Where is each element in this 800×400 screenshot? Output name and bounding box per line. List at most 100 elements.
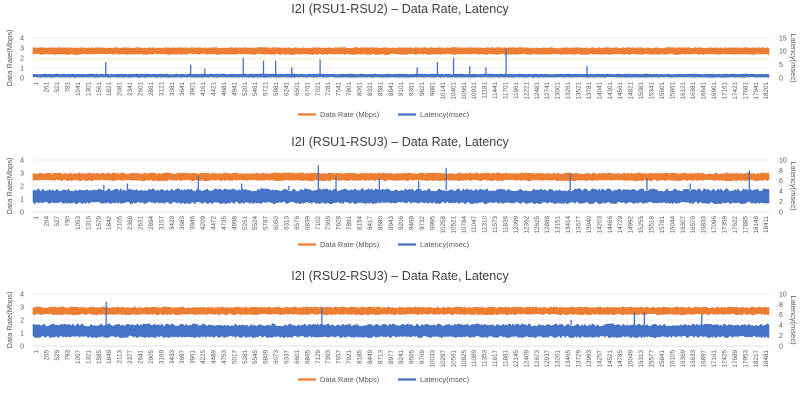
chart-panel-3: I2I (RSU2-RSU3) – Data Rate, Latency0123… (5, 269, 798, 384)
chart-title: I2I (RSU1-RSU2) – Data Rate, Latency (291, 2, 509, 16)
x-tick-label: 17161 (721, 82, 728, 100)
x-tick-label: 11573 (492, 216, 499, 234)
x-tick-label: 4753 (221, 350, 228, 365)
x-tick-label: 7921 (346, 350, 353, 365)
x-tick-label: 7021 (315, 82, 322, 97)
y2-tick-label: 6 (779, 312, 783, 319)
x-tick-label: 12099 (513, 216, 520, 234)
x-tick-label: 18217 (753, 350, 760, 368)
x-tick-label: 14041 (596, 82, 603, 100)
series-data-rate (32, 306, 770, 316)
x-tick-label: 5281 (242, 350, 249, 365)
x-tick-label: 6576 (294, 216, 301, 231)
x-tick-label: 11836 (502, 216, 509, 234)
x-tick-label: 14729 (617, 216, 624, 234)
x-tick-label: 12409 (523, 350, 530, 368)
x-tick-label: 14203 (596, 216, 603, 234)
chart-panel-1: I2I (RSU1-RSU2) – Data Rate, Latency 0 1 23… (5, 2, 798, 119)
x-tick-label: 8449 (367, 350, 374, 365)
x-tick-label: 14466 (607, 216, 614, 234)
x-tick-label: 2601 (137, 82, 144, 97)
x-tick-label: 16897 (701, 350, 708, 368)
y-tick-label: 4 (20, 157, 24, 164)
x-tick-label: 9995 (429, 216, 436, 231)
legend-label-data-rate: Data Rate (Mbps) (320, 110, 380, 119)
x-tick-label: 17622 (732, 216, 739, 234)
x-tick-label: 7393 (325, 350, 332, 365)
y-tick-label: 0 (20, 75, 24, 82)
x-tick-label: 8977 (388, 350, 395, 365)
x-tick-label: 8321 (367, 82, 374, 97)
legend-label-latency: Latency(msec) (420, 375, 470, 384)
x-tick-label: 17096 (711, 216, 718, 234)
x-tick-label: 18201 (763, 82, 770, 100)
x-tick-label: 264 (44, 216, 51, 227)
x-tick-label: 6241 (283, 82, 290, 97)
y-tick-label: 3 (20, 304, 24, 311)
x-tick-label: 2341 (127, 82, 134, 97)
x-tick-label: 3433 (169, 350, 176, 365)
latency-band (32, 187, 770, 205)
x-tick-label: 7801 (346, 82, 353, 97)
series-data-rate (32, 47, 770, 61)
x-tick-label: 16641 (701, 82, 708, 100)
legend: Data Rate (Mbps) Latency(msec) (298, 110, 470, 119)
x-tick-label: 6050 (273, 216, 280, 231)
x-tick-label: 781 (64, 82, 71, 93)
x-tick-label: 2631 (137, 216, 144, 231)
x-tick-label: 2894 (148, 216, 155, 231)
x-tick-label: 13465 (565, 350, 572, 368)
x-tick-label: 10521 (450, 216, 457, 234)
x-tick-label: 5787 (263, 216, 270, 231)
x-tick-label: 3157 (158, 216, 165, 231)
x-tick-label: 3641 (179, 82, 186, 97)
data-rate-band (32, 47, 770, 55)
x-tick-label: 16633 (690, 350, 697, 368)
x-tick-label: 12625 (534, 216, 541, 234)
y-tick-label: 0 (20, 343, 24, 350)
x-tick-label: 10033 (429, 350, 436, 368)
y-axis-label: Data Rate(Mbps) (5, 291, 14, 349)
legend-label-latency: Latency(msec) (420, 110, 470, 119)
x-tick-label: 3946 (190, 216, 197, 231)
x-tick-label: 10561 (450, 350, 457, 368)
x-tick-label: 12481 (534, 82, 541, 100)
x-tick-label: 2861 (148, 82, 155, 97)
x-tick-label: 17421 (732, 82, 739, 100)
x-tick-label: 2905 (148, 350, 155, 365)
x-tick-label: 9505 (409, 350, 416, 365)
x-tick-label: 10141 (440, 82, 447, 100)
x-tick-label: 11047 (471, 216, 478, 234)
x-tick-label: 5981 (273, 82, 280, 97)
x-tick-label: 11441 (492, 82, 499, 100)
x-tick-label: 261 (44, 82, 51, 93)
y2-tick-label: 10 (779, 291, 787, 298)
x-tick-label: 13261 (565, 82, 572, 100)
y-tick-label: 3 (20, 170, 24, 177)
x-tick-label: 18481 (763, 350, 770, 368)
x-tick-label: 17885 (742, 216, 749, 234)
y-tick-label: 1 (20, 65, 24, 72)
legend-label-data-rate: Data Rate (Mbps) (320, 375, 380, 384)
x-tick-label: 1 (33, 350, 40, 354)
series-latency (32, 48, 770, 78)
x-tick-label: 6313 (283, 216, 290, 231)
x-tick-label: 5461 (252, 82, 259, 97)
x-tick-label: 7657 (336, 350, 343, 365)
legend: Data Rate (Mbps) Latency(msec) (298, 375, 470, 384)
x-tick-label: 13201 (555, 350, 562, 368)
x-tick-label: 12221 (523, 82, 530, 100)
x-tick-label: 10401 (450, 82, 457, 100)
y-axis-label: Data Rate(Mbps) (5, 157, 14, 215)
x-tick-label: 15601 (659, 82, 666, 100)
latency-band (32, 73, 770, 78)
x-tick-label: 3697 (179, 350, 186, 365)
x-tick-label: 8680 (377, 216, 384, 231)
legend-label-latency: Latency(msec) (420, 240, 470, 249)
x-tick-label: 9361 (409, 82, 416, 97)
x-tick-label: 7365 (325, 216, 332, 231)
x-tick-label: 5524 (252, 216, 259, 231)
x-tick-label: 10661 (461, 82, 468, 100)
x-tick-label: 2113 (117, 350, 124, 364)
y2-tick-label: 4 (779, 323, 783, 330)
